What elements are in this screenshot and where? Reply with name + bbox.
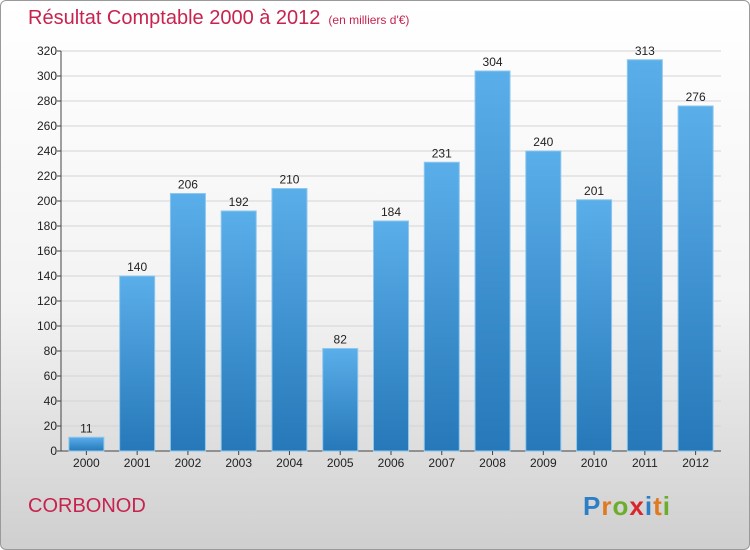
bar (576, 199, 613, 452)
logo-letter: t (653, 491, 663, 521)
bar (322, 348, 359, 452)
x-tick-label: 2006 (378, 456, 405, 470)
y-tick-label: 120 (37, 294, 57, 308)
data-label: 313 (635, 44, 655, 58)
y-tick-label: 280 (37, 94, 57, 108)
x-tick-label: 2009 (530, 456, 557, 470)
data-label: 192 (229, 195, 249, 209)
data-label: 140 (127, 260, 147, 274)
proxiti-logo: Proxiti (583, 491, 671, 522)
data-label: 231 (432, 146, 452, 160)
y-tick-label: 100 (37, 319, 57, 333)
chart-title: Résultat Comptable 2000 à 2012 (28, 7, 321, 29)
bar (220, 210, 257, 452)
bar (474, 70, 511, 452)
y-tick-label: 260 (37, 119, 57, 133)
data-label: 304 (483, 55, 503, 69)
bar (119, 275, 156, 452)
x-tick-label: 2003 (225, 456, 252, 470)
data-label: 206 (178, 178, 198, 192)
y-tick-label: 60 (44, 369, 58, 383)
bar (626, 59, 663, 452)
x-tick-label: 2001 (124, 456, 151, 470)
bar (677, 105, 714, 452)
x-tick-label: 2002 (175, 456, 202, 470)
x-tick-label: 2007 (428, 456, 455, 470)
logo-letter: o (612, 491, 630, 521)
commune-name: CORBONOD (28, 495, 146, 517)
x-tick-label: 2005 (327, 456, 354, 470)
data-label: 11 (80, 421, 93, 435)
data-label: 210 (279, 173, 299, 187)
data-label: 240 (533, 135, 553, 149)
bar (169, 193, 206, 452)
x-tick-label: 2010 (581, 456, 608, 470)
bar (373, 220, 409, 452)
y-tick-label: 160 (37, 244, 57, 258)
y-tick-label: 180 (37, 219, 57, 233)
y-tick-label: 20 (44, 419, 58, 433)
chart-title-block: Résultat Comptable 2000 à 2012 (en millie… (28, 7, 409, 30)
chart-subtitle: (en milliers d'€) (328, 13, 410, 27)
logo-letter: i (662, 491, 671, 521)
y-tick-label: 40 (44, 394, 58, 408)
x-tick-label: 2012 (682, 456, 709, 470)
logo-letter: i (644, 491, 654, 521)
y-tick-label: 300 (37, 69, 57, 83)
bar (271, 188, 308, 452)
bar (68, 436, 105, 452)
bar (525, 150, 562, 452)
logo-letter: x (629, 491, 645, 521)
x-tick-label: 2008 (479, 456, 506, 470)
y-tick-label: 320 (37, 44, 57, 58)
data-label: 82 (334, 333, 348, 347)
data-label: 184 (381, 205, 401, 219)
data-label: 201 (584, 184, 604, 198)
bar (423, 161, 460, 452)
y-tick-label: 240 (37, 144, 57, 158)
y-tick-label: 140 (37, 269, 57, 283)
data-label: 276 (686, 90, 706, 104)
logo-letter: P (583, 491, 602, 521)
y-tick-label: 220 (37, 169, 57, 183)
logo-letter: r (601, 491, 613, 521)
x-tick-label: 2011 (632, 456, 658, 470)
y-tick-label: 200 (37, 194, 57, 208)
y-tick-label: 80 (44, 344, 58, 358)
x-tick-label: 2004 (276, 456, 303, 470)
x-tick-label: 2000 (73, 456, 100, 470)
y-tick-label: 0 (50, 444, 57, 458)
